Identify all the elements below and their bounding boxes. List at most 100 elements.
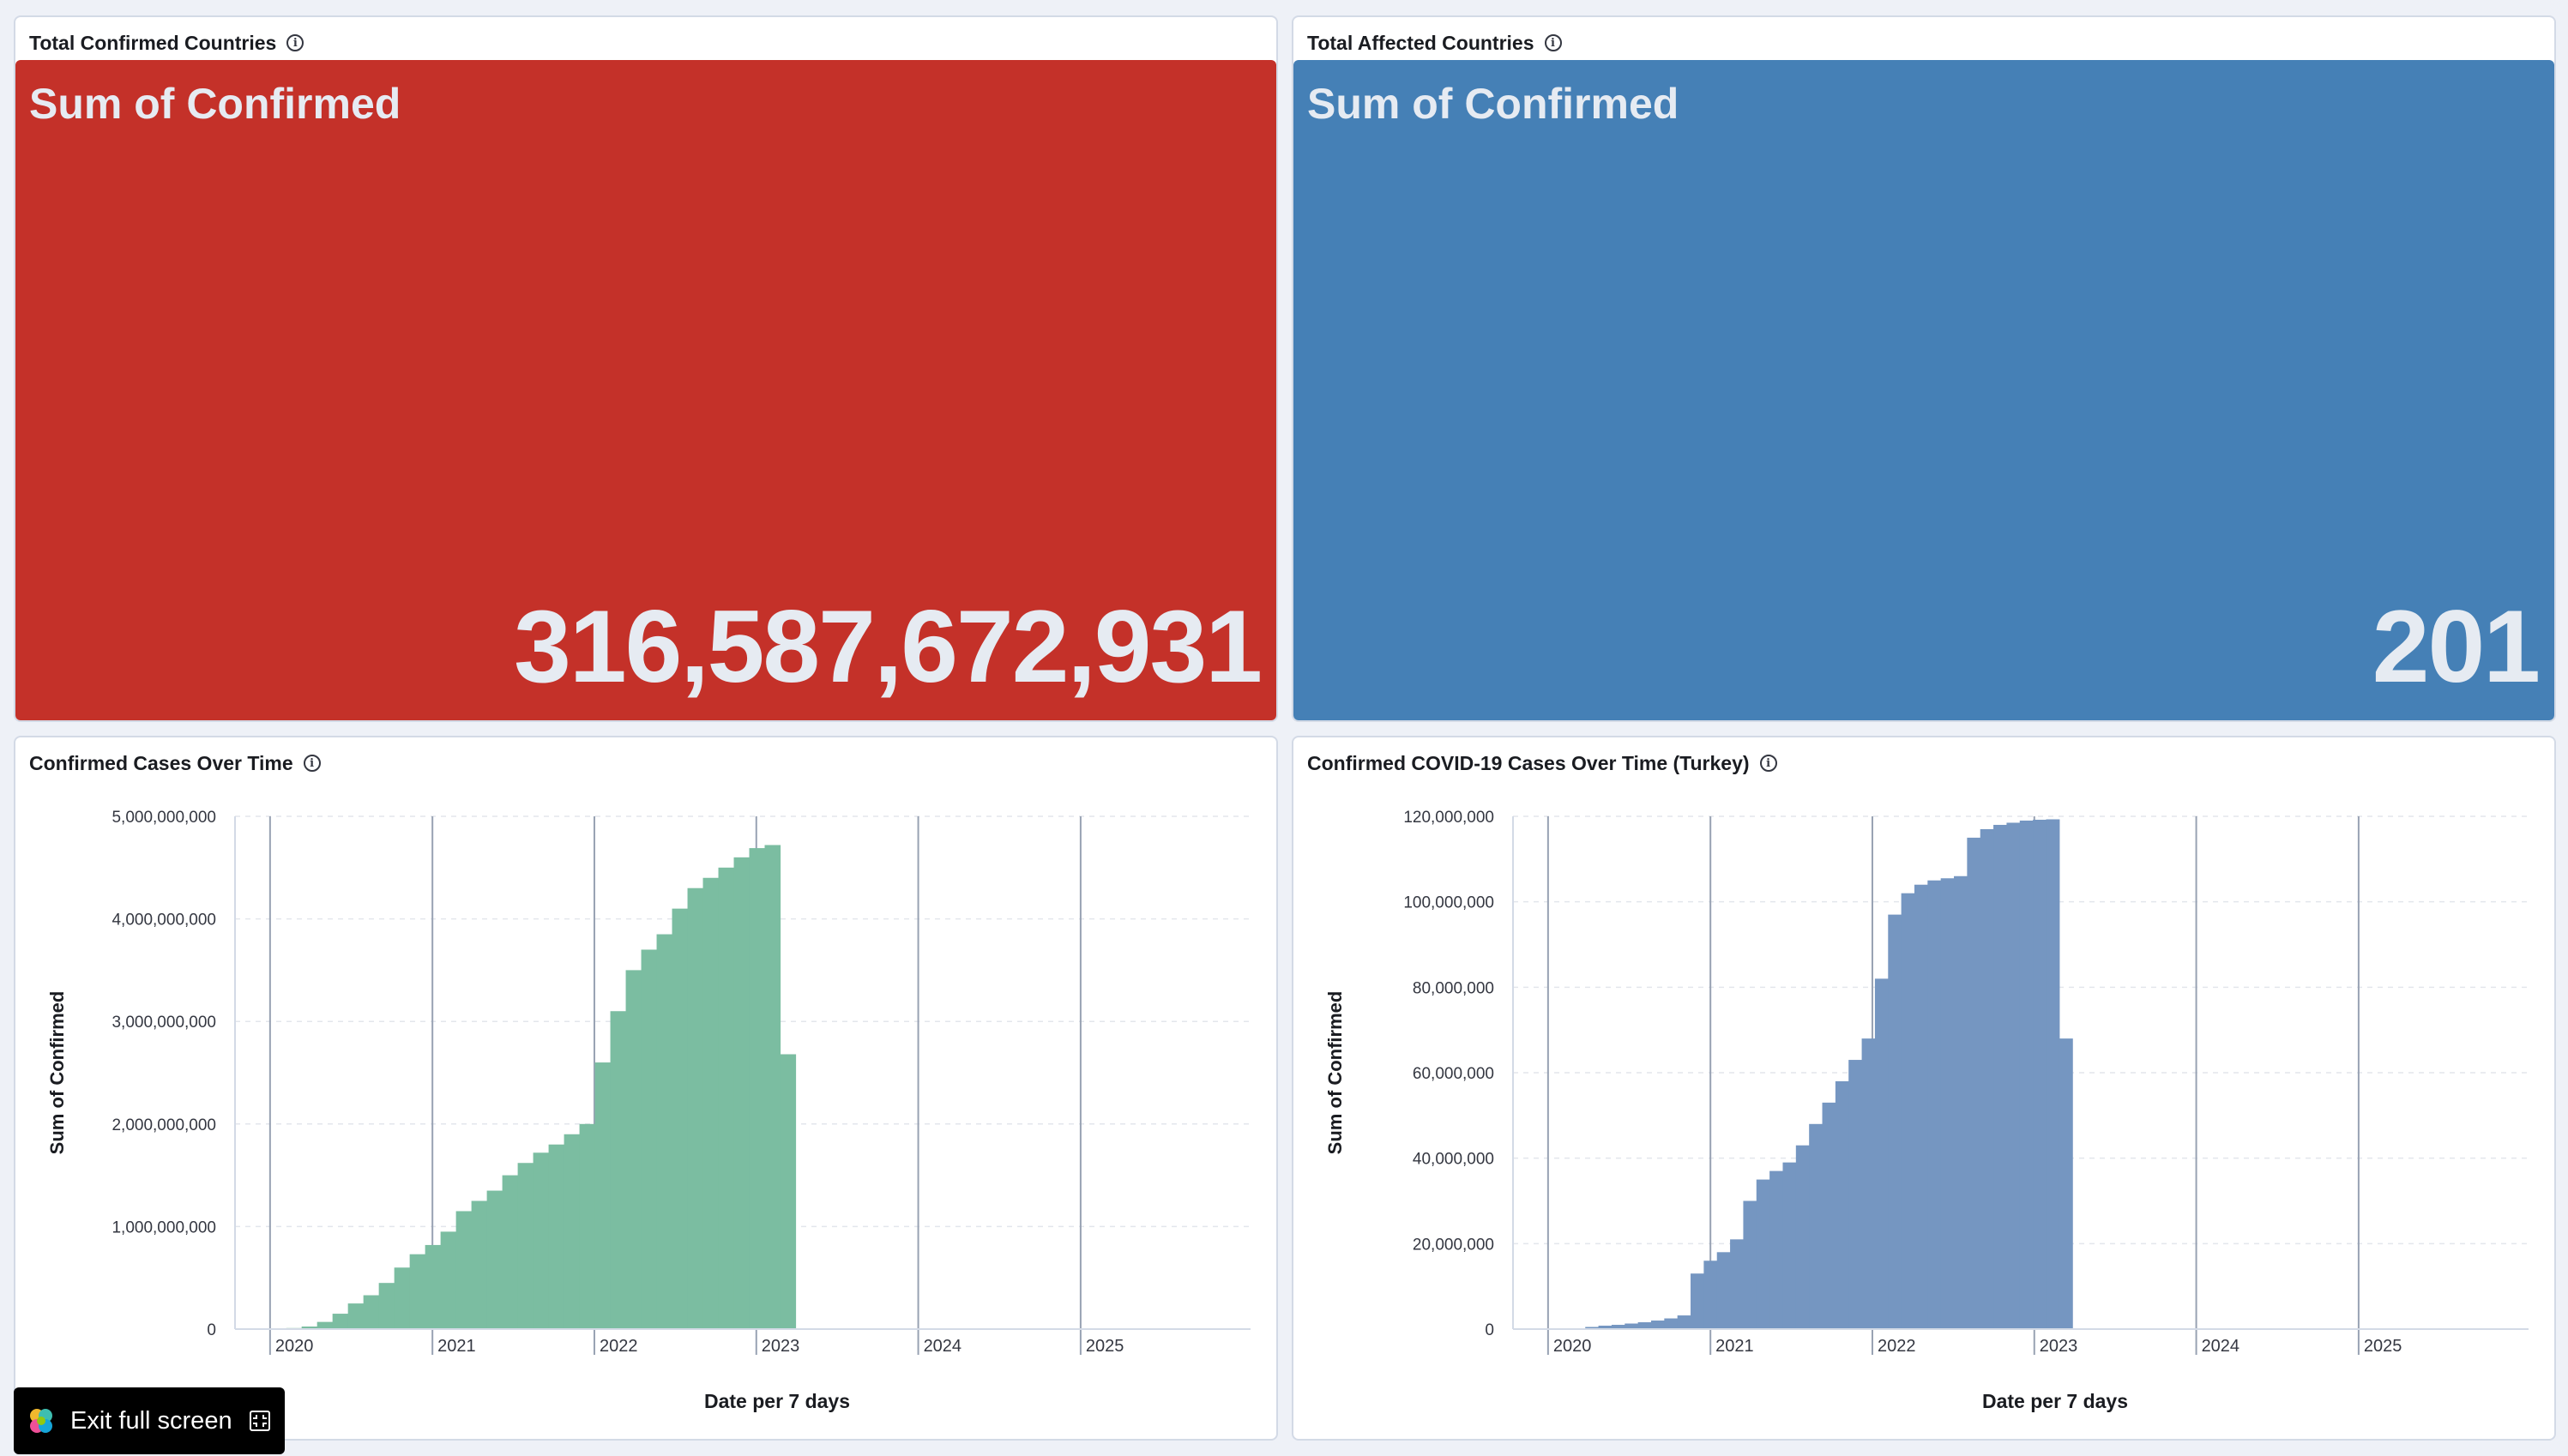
y-tick-label: 1,000,000,000: [112, 1218, 216, 1236]
panel-title-text: Total Confirmed Countries: [29, 31, 277, 54]
metric-value: 316,587,672,931: [514, 589, 1263, 704]
bar: [1980, 828, 1994, 1329]
bar: [1730, 1239, 1745, 1329]
x-axis-title: Date per 7 days: [1982, 1390, 2128, 1412]
panel-confirmed-cases-turkey: Confirmed COVID-19 Cases Over Time (Turk…: [1292, 736, 2556, 1441]
bar: [1769, 1170, 1784, 1329]
bar: [564, 1134, 581, 1329]
bar: [1664, 1318, 1679, 1329]
exit-full-screen-label: Exit full screen: [70, 1406, 232, 1435]
bar: [2006, 822, 2021, 1329]
bar: [1954, 875, 1968, 1329]
bar: [594, 1062, 612, 1329]
bar: [1677, 1315, 1691, 1329]
x-tick-label: 2025: [1086, 1337, 1124, 1356]
panel-total-affected-countries: Total Affected Countries i Sum of Confir…: [1292, 15, 2556, 722]
bar: [1691, 1273, 1704, 1329]
bar: [486, 1190, 503, 1329]
y-tick-label: 120,000,000: [1403, 809, 1494, 827]
bar: [672, 908, 689, 1329]
bar-chart[interactable]: 0 20,000,000 40,000,000 60,000,000 80,000,00…: [1293, 737, 2554, 1439]
bar: [363, 1295, 380, 1329]
bar: [625, 970, 642, 1329]
y-tick-label: 0: [207, 1321, 216, 1339]
bar: [517, 1163, 534, 1329]
bar: [656, 934, 673, 1329]
bar: [1809, 1123, 1824, 1329]
bar: [1927, 880, 1942, 1329]
elastic-logo-icon: [30, 1409, 52, 1433]
bar: [394, 1267, 411, 1329]
bar: [347, 1303, 365, 1329]
bar: [1940, 878, 1955, 1329]
metric-value: 201: [2372, 589, 2541, 704]
bar: [641, 949, 658, 1329]
bar: [1650, 1321, 1665, 1329]
x-tick-label: 2021: [1715, 1337, 1754, 1356]
bar: [332, 1314, 349, 1329]
bar: [409, 1254, 426, 1329]
info-icon[interactable]: i: [303, 755, 321, 772]
x-tick-label: 2024: [924, 1337, 962, 1356]
panel-title: Total Confirmed Countries i: [29, 29, 304, 57]
bar: [702, 877, 720, 1329]
bar: [533, 1152, 550, 1329]
y-tick-label: 4,000,000,000: [112, 912, 216, 930]
y-axis-title: Sum of Confirmed: [1324, 991, 1346, 1155]
x-tick-label: 2020: [275, 1337, 314, 1356]
bar: [1716, 1252, 1731, 1329]
metric-label: Sum of Confirmed: [29, 80, 401, 128]
panel-title-text: Total Affected Countries: [1307, 31, 1534, 54]
y-tick-label: 5,000,000,000: [112, 809, 216, 827]
bar: [764, 845, 781, 1329]
x-tick-label: 2025: [2364, 1337, 2402, 1356]
panel-confirmed-cases-over-time: Confirmed Cases Over Time i 0 1,000,000,0…: [14, 736, 1278, 1441]
x-tick-label: 2023: [762, 1337, 800, 1356]
info-icon[interactable]: i: [1544, 34, 1562, 51]
bar: [1625, 1323, 1639, 1329]
y-tick-label: 20,000,000: [1413, 1236, 1494, 1254]
exit-full-screen-button[interactable]: Exit full screen: [14, 1387, 285, 1454]
bar: [1993, 824, 2008, 1329]
bar: [610, 1011, 627, 1329]
panel-title: Confirmed Cases Over Time i: [29, 749, 321, 777]
panel-total-confirmed-countries: Total Confirmed Countries i Sum of Confi…: [14, 15, 1278, 722]
x-axis-title: Date per 7 days: [704, 1390, 850, 1412]
bar: [749, 848, 766, 1329]
y-tick-label: 2,000,000,000: [112, 1116, 216, 1134]
x-tick-label: 2024: [2202, 1337, 2240, 1356]
x-tick-label: 2022: [600, 1337, 638, 1356]
x-tick-label: 2023: [2040, 1337, 2078, 1356]
bar: [1874, 978, 1889, 1329]
bar: [316, 1321, 334, 1329]
bar: [780, 1054, 797, 1329]
info-icon[interactable]: i: [1759, 755, 1777, 772]
bar: [1848, 1060, 1863, 1329]
bar: [1795, 1145, 1810, 1329]
bar: [471, 1200, 488, 1329]
bar: [455, 1211, 473, 1329]
bar: [2046, 819, 2060, 1329]
bar: [1611, 1325, 1625, 1329]
bar: [2059, 1038, 2073, 1329]
bar: [2033, 819, 2047, 1329]
bar: [378, 1283, 395, 1329]
metric-visualization[interactable]: Sum of Confirmed 201: [1293, 60, 2554, 720]
bar: [733, 857, 751, 1329]
bar: [1703, 1260, 1718, 1329]
info-icon[interactable]: i: [286, 34, 304, 51]
bar: [1861, 1038, 1876, 1329]
bar: [718, 867, 735, 1329]
bar: [2019, 820, 2034, 1329]
y-tick-label: 0: [1485, 1321, 1494, 1339]
metric-visualization[interactable]: Sum of Confirmed 316,587,672,931: [15, 60, 1276, 720]
bar: [1585, 1327, 1600, 1329]
metric-label: Sum of Confirmed: [1307, 80, 1679, 128]
bar-chart[interactable]: 0 1,000,000,000 2,000,000,000 3,000,000,000…: [15, 737, 1276, 1439]
bar: [1782, 1162, 1797, 1329]
bar: [301, 1327, 318, 1329]
bar: [1822, 1102, 1836, 1329]
panel-title-text: Confirmed COVID-19 Cases Over Time (Turk…: [1307, 751, 1750, 774]
y-tick-label: 3,000,000,000: [112, 1014, 216, 1032]
bar: [440, 1231, 457, 1329]
